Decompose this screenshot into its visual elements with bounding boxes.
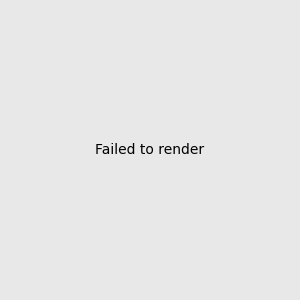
Text: Failed to render: Failed to render	[95, 143, 205, 157]
